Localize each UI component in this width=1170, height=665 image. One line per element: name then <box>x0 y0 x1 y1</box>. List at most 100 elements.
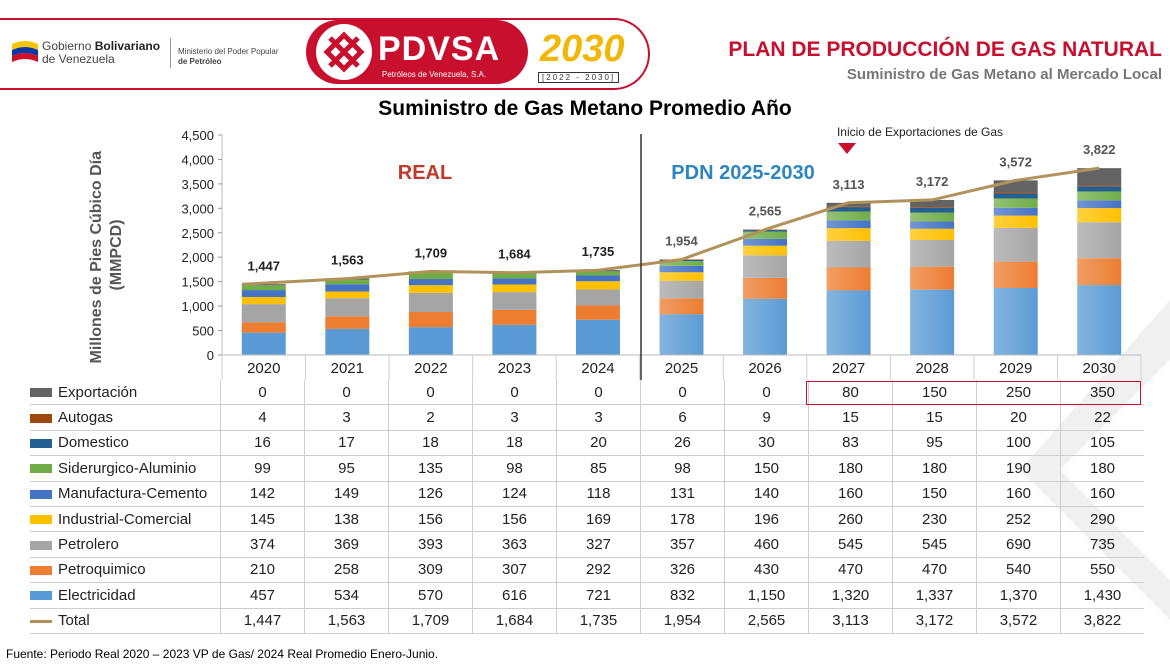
table-cell: 1,150 <box>724 582 809 609</box>
table-cell: 3,822 <box>1060 608 1144 634</box>
bar-segment <box>1077 208 1122 223</box>
table-cell: 534 <box>304 582 389 609</box>
bar-segment <box>1077 168 1122 186</box>
category-label: 2020 <box>247 360 280 377</box>
table-cell: 140 <box>724 481 809 507</box>
company-name: PDVSA <box>378 30 501 68</box>
table-cell: 260 <box>808 506 893 533</box>
table-cell: 250 <box>976 380 1061 406</box>
series-name: Petrolero <box>58 536 119 554</box>
legend-line-swatch <box>30 619 52 623</box>
y-tick-label: 4,000 <box>181 152 214 167</box>
table-cell: 690 <box>976 531 1061 558</box>
y-tick-label: 1,500 <box>181 275 214 290</box>
legend-swatch <box>30 565 52 575</box>
table-cell: 357 <box>640 531 725 558</box>
table-cell: 15 <box>808 404 893 431</box>
table-cell: 145 <box>220 506 305 533</box>
table-cell: 0 <box>388 380 473 406</box>
category-label: 2024 <box>581 360 614 377</box>
table-cell: 16 <box>220 430 305 457</box>
bar-segment <box>575 305 620 320</box>
table-cell: 105 <box>1060 430 1144 457</box>
table-cell: 326 <box>640 557 725 584</box>
table-cell: 210 <box>220 557 305 584</box>
table-cell: 832 <box>640 582 725 609</box>
total-data-label: 3,822 <box>1083 142 1116 157</box>
table-cell: 180 <box>1060 455 1144 482</box>
export-marker-icon <box>838 143 856 154</box>
bar-segment <box>993 261 1038 289</box>
table-cell: 230 <box>892 506 977 533</box>
table-cell: 95 <box>304 455 389 482</box>
table-cell: 2 <box>388 404 473 431</box>
bar-segment <box>826 240 871 268</box>
series-name: Total <box>58 612 90 630</box>
table-cell: 292 <box>556 557 641 584</box>
table-cell: 160 <box>808 481 893 507</box>
category-label: 2029 <box>999 360 1032 377</box>
bar-segment <box>325 291 370 299</box>
total-labels: 1,447 1,563 1,709 1,684 1,735 1,954 2,565 3,113… <box>247 142 1115 273</box>
plan-2030-emblem: 2030 <box>540 28 625 70</box>
legend-swatch <box>30 413 52 423</box>
data-table: Exportación 0 0 0 0 0 0 0 80 150 250 350 Autogas 4 3 2 3… <box>30 380 1144 634</box>
y-tick-label: 3,500 <box>181 177 214 192</box>
bar-segment <box>826 207 871 212</box>
pdvsa-emblem-icon <box>316 24 372 80</box>
bar-segment <box>325 284 370 292</box>
bar-segment <box>910 289 955 355</box>
bar-segment <box>910 207 955 213</box>
bar-segment <box>743 298 788 355</box>
bar-segment <box>659 298 704 315</box>
page-title: PLAN DE PRODUCCIÓN DE GAS NATURAL <box>728 38 1162 61</box>
table-cell: 252 <box>976 506 1061 533</box>
table-cell: 616 <box>472 582 557 609</box>
series-name: Industrial-Comercial <box>58 510 192 528</box>
legend-swatch <box>30 439 52 448</box>
bar-segment <box>492 284 537 293</box>
table-cell: 150 <box>892 481 977 507</box>
table-cell: 290 <box>1060 506 1144 533</box>
table-row: Domestico 16 17 18 18 20 26 30 83 95 100 105 <box>30 430 1144 457</box>
table-cell: 9 <box>724 404 809 431</box>
table-cell: 3 <box>556 404 641 431</box>
bar-segment <box>910 199 955 208</box>
bar-segment <box>325 316 370 329</box>
y-tick-label: 1,000 <box>181 299 214 314</box>
series-label-cell: Autogas <box>30 404 221 431</box>
table-cell: 470 <box>892 557 977 584</box>
table-cell: 30 <box>724 430 809 457</box>
y-tick-label: 4,500 <box>181 128 214 143</box>
bar-segment <box>910 228 955 241</box>
bar-segment <box>910 240 955 267</box>
table-cell: 138 <box>304 506 389 533</box>
bar-segment <box>575 319 620 355</box>
total-data-label: 1,709 <box>415 245 448 260</box>
plan-section-label: PDN 2025-2030 <box>671 162 814 184</box>
table-cell: 4 <box>220 404 305 431</box>
table-row: Exportación 0 0 0 0 0 0 0 80 150 250 350 <box>30 380 1144 406</box>
table-cell: 150 <box>892 380 977 406</box>
bar-segment <box>743 245 788 256</box>
table-cell: 2,565 <box>724 608 809 634</box>
total-data-label: 3,572 <box>999 154 1032 169</box>
series-label-cell: Petrolero <box>30 531 221 558</box>
bar-segment <box>408 327 453 355</box>
series-name: Petroquimico <box>58 561 146 579</box>
table-cell: 1,709 <box>388 608 473 634</box>
category-label: 2023 <box>498 360 531 377</box>
table-cell: 150 <box>724 455 809 482</box>
bar-segment <box>241 304 286 323</box>
bar-segment <box>910 212 955 222</box>
table-row: Manufactura-Cemento 142 149 126 124 118 131 140… <box>30 481 1144 507</box>
venezuela-flag-icon <box>12 41 38 62</box>
table-cell: 545 <box>808 531 893 558</box>
bar-segment <box>910 266 955 290</box>
y-tick-label: 3,000 <box>181 201 214 216</box>
series-label-cell: Petroquimico <box>30 557 221 584</box>
table-cell: 327 <box>556 531 641 558</box>
bar-segment <box>910 207 955 208</box>
series-label-cell: Exportación <box>30 380 221 406</box>
bar-segment <box>408 272 453 280</box>
